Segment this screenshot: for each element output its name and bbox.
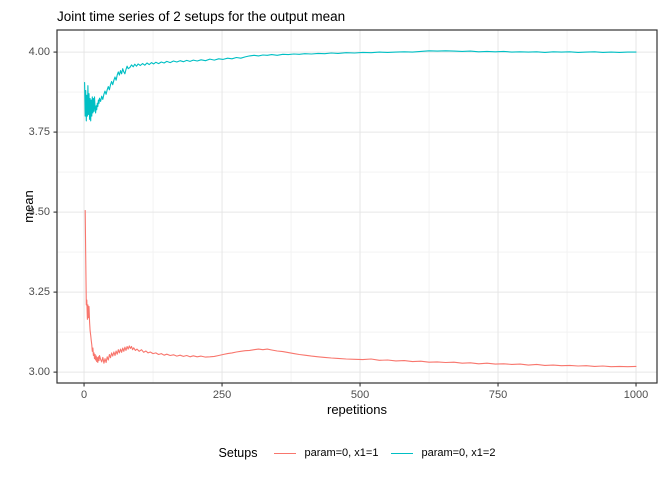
panel-background	[57, 30, 657, 383]
legend-item: param=0, x1=1	[274, 447, 378, 459]
panel-border	[56, 29, 658, 384]
x-tick-label: 250	[212, 389, 232, 401]
x-tick-label: 500	[350, 389, 370, 401]
y-tick-label: 3.25	[28, 286, 50, 299]
x-axis-title: repetitions	[327, 402, 387, 417]
series-line-2	[84, 50, 637, 122]
x-tick-label: 0	[80, 389, 88, 401]
series-line-1	[84, 209, 637, 368]
legend-key-line	[391, 452, 414, 454]
y-tick-label: 3.75	[28, 126, 50, 139]
x-tick-label: 750	[488, 389, 508, 401]
y-tick-label: 3.00	[28, 366, 50, 379]
legend-item-label: param=0, x1=1	[304, 447, 379, 459]
y-tick-label: 3.50	[28, 206, 50, 219]
legend-title: Setups	[218, 446, 258, 460]
chart-title: Joint time series of 2 setups for the ou…	[57, 9, 346, 24]
legend-item: param=0, x1=2	[391, 447, 495, 459]
x-tick-label: 1000	[623, 389, 649, 401]
y-tick-label: 4.00	[28, 46, 50, 59]
legend-item-label: param=0, x1=2	[421, 447, 496, 459]
legend: Setups param=0, x1=1 param=0, x1=2	[57, 441, 657, 465]
legend-key-line	[274, 452, 297, 454]
